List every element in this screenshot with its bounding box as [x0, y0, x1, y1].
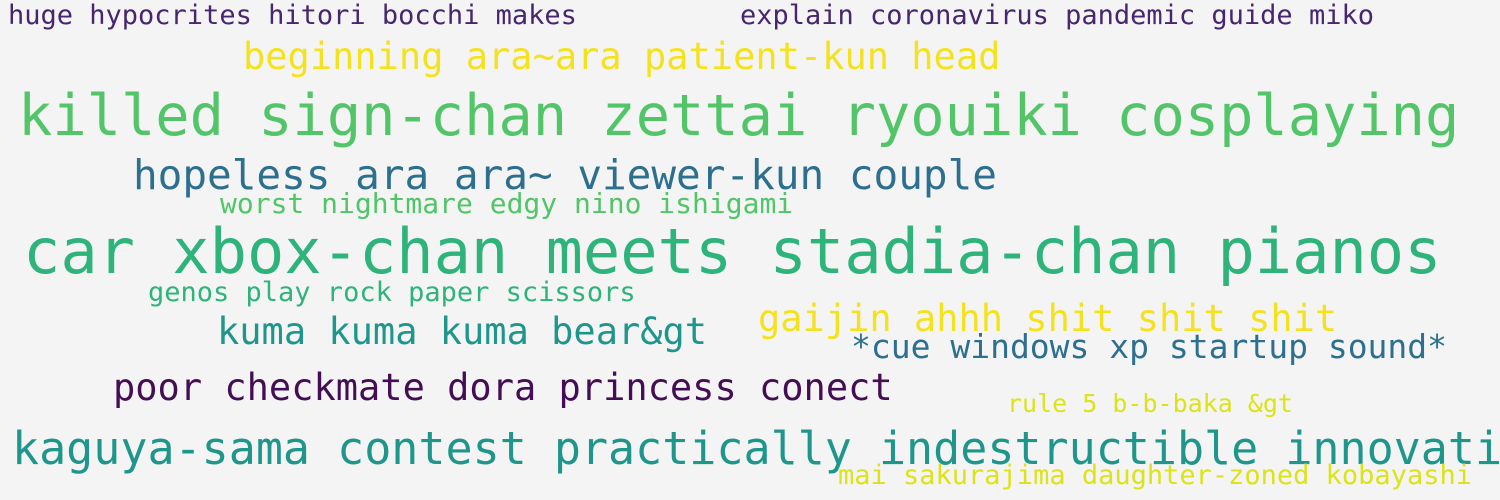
word-explain-coronavirus: explain coronavirus pandemic guide miko: [740, 0, 1374, 31]
word-hopeless-ara-ara: hopeless ara ara~ viewer-kun couple: [133, 151, 997, 199]
word-kuma-kuma: kuma kuma kuma bear&gt: [217, 310, 708, 353]
word-kaguya-sama-contest: kaguya-sama contest practically indestru…: [12, 422, 1500, 475]
word-cue-windows-xp: *cue windows xp startup sound*: [851, 327, 1448, 366]
word-car-xbox-chan: car xbox-chan meets stadia-chan pianos: [23, 215, 1442, 288]
word-rule-5: rule 5 b-b-baka &gt: [1007, 389, 1293, 418]
word-poor-checkmate: poor checkmate dora princess conect: [113, 366, 893, 409]
word-killed-sign-chan: killed sign-chan zettai ryouiki cosplayi…: [18, 83, 1460, 149]
word-mai-sakurajima: mai sakurajima daughter-zoned kobayashi: [838, 460, 1472, 491]
word-worst-nightmare: worst nightmare edgy nino ishigami: [220, 187, 794, 220]
word-genos-play: genos play rock paper scissors: [148, 277, 636, 308]
word-huge-hypocrites: huge hypocrites hitori bocchi makes: [8, 0, 577, 31]
word-gaijin-ahhh: gaijin ahhh shit shit shit: [758, 297, 1338, 340]
word-beginning-ara-ara: beginning ara~ara patient-kun head: [243, 35, 1001, 78]
